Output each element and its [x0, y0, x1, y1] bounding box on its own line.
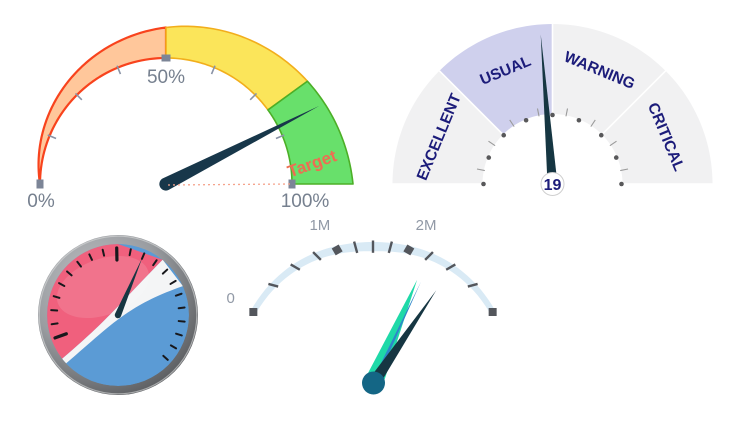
svg-text:100%: 100%: [281, 191, 330, 210]
svg-text:2M: 2M: [416, 217, 437, 234]
svg-text:0: 0: [227, 290, 235, 307]
svg-text:0%: 0%: [27, 191, 55, 210]
svg-text:50%: 50%: [147, 67, 185, 88]
svg-text:19: 19: [544, 177, 562, 194]
svg-text:1M: 1M: [309, 217, 330, 234]
